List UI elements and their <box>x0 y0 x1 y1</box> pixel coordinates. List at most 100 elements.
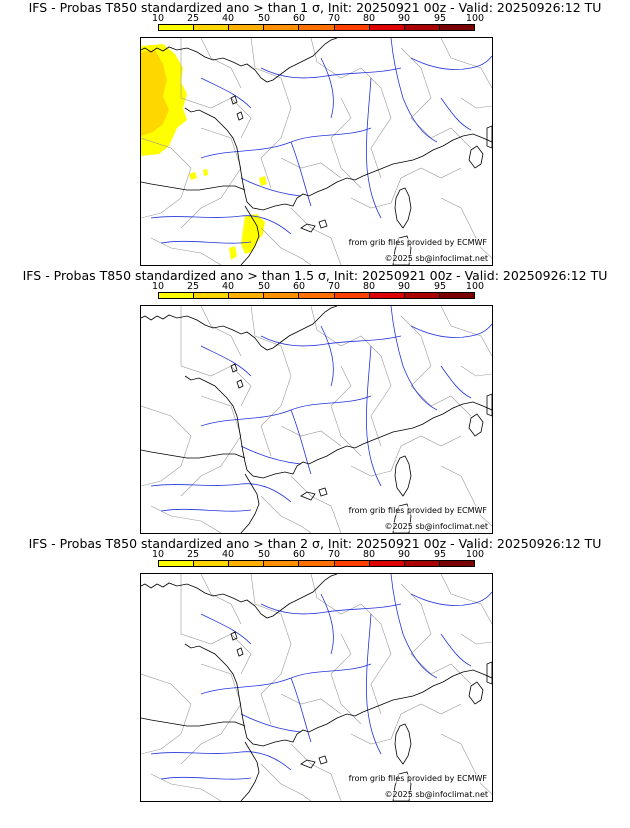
river <box>366 77 382 219</box>
probability-area <box>189 169 208 180</box>
copyright-credit: ©2025 sb@infoclimat.net <box>384 522 488 531</box>
admin-border <box>440 197 492 259</box>
admin-border <box>460 97 492 109</box>
admin-border <box>280 425 342 447</box>
coastline <box>141 574 492 801</box>
data-source-credit: from grib files provided by ECMWF <box>348 238 487 247</box>
probability-area <box>229 246 237 260</box>
river <box>200 395 372 427</box>
river <box>160 776 252 780</box>
colorbar-tick-label: 100 <box>465 13 485 24</box>
coastline-corsica <box>394 187 412 229</box>
coastlines <box>141 306 492 533</box>
colorbar-segment <box>299 25 335 30</box>
river <box>440 365 472 399</box>
river <box>290 141 312 207</box>
coastline-islands <box>230 631 492 769</box>
colorbar <box>158 292 475 299</box>
colorbar-tick-label: 95 <box>433 13 447 24</box>
colorbar-tick-label: 100 <box>465 281 485 292</box>
colorbar-tick-label: 25 <box>186 13 200 24</box>
coastline-corsica <box>394 723 412 765</box>
admin-border <box>141 137 192 219</box>
river <box>160 508 252 512</box>
colorbar-segment <box>299 561 335 566</box>
colorbar-tick-label: 50 <box>257 13 271 24</box>
admin-border <box>440 306 492 357</box>
river <box>320 593 334 655</box>
admin-border <box>350 703 462 745</box>
colorbar-segment <box>404 25 440 30</box>
admin-border <box>180 127 242 229</box>
colorbar-tick-label: 80 <box>362 549 376 560</box>
map-canvas <box>141 306 492 533</box>
admin-border <box>440 38 492 89</box>
admin-borders <box>141 306 492 533</box>
admin-border <box>310 38 392 179</box>
colorbar-tick-label: 60 <box>292 281 306 292</box>
colorbar-segment <box>159 25 195 30</box>
panel-title: IFS - Probas T850 standardized ano > tha… <box>22 268 608 283</box>
admin-border <box>290 207 342 265</box>
river <box>240 445 302 465</box>
colorbar-segment <box>439 293 474 298</box>
river <box>290 409 312 475</box>
admin-border <box>350 435 462 477</box>
colorbar-tick-label: 80 <box>362 13 376 24</box>
admin-border <box>440 574 492 625</box>
colorbar <box>158 24 475 31</box>
coastline <box>141 38 492 265</box>
admin-border <box>200 38 242 89</box>
river <box>390 306 438 411</box>
admin-border <box>400 315 472 417</box>
panel-title: IFS - Probas T850 standardized ano > tha… <box>28 536 602 551</box>
river <box>240 177 302 197</box>
river <box>366 613 382 755</box>
colorbar-tick-label: 40 <box>221 549 235 560</box>
colorbar-segment <box>299 293 335 298</box>
colorbar-tick-label: 80 <box>362 281 376 292</box>
admin-border <box>141 405 192 487</box>
coastline-sardinia <box>392 503 412 533</box>
colorbar-tick-label: 95 <box>433 281 447 292</box>
map-frame: from grib files provided by ECMWF ©2025 s… <box>140 573 493 802</box>
map-frame: from grib files provided by ECMWF ©2025 s… <box>140 305 493 534</box>
colorbar-segment <box>229 293 265 298</box>
colorbar-segment <box>334 25 370 30</box>
colorbar-segment <box>334 561 370 566</box>
probability-area <box>259 176 267 186</box>
river <box>260 335 402 347</box>
coastline-sardinia <box>392 771 412 801</box>
map-canvas <box>141 574 492 801</box>
river <box>260 603 402 615</box>
river <box>160 240 252 244</box>
colorbar-segment <box>369 293 405 298</box>
colorbar-segment <box>159 561 195 566</box>
river <box>366 345 382 487</box>
colorbar-segment <box>439 25 474 30</box>
admin-border <box>330 365 362 457</box>
colorbar-tick-label: 10 <box>151 549 165 560</box>
admin-border <box>180 306 252 407</box>
colorbar-segment <box>264 561 300 566</box>
colorbar-segment <box>159 293 195 298</box>
rivers <box>150 574 492 780</box>
colorbar-tick-label: 25 <box>186 549 200 560</box>
coastline-islands <box>230 363 492 501</box>
river <box>200 613 252 645</box>
admin-border <box>350 167 462 209</box>
admin-border <box>290 475 342 533</box>
colorbar-segment <box>439 561 474 566</box>
admin-border <box>440 465 492 527</box>
data-source-credit: from grib files provided by ECMWF <box>348 506 487 515</box>
river <box>320 325 334 387</box>
panel-title: IFS - Probas T850 standardized ano > tha… <box>28 0 602 15</box>
colorbar-tick-label: 90 <box>397 549 411 560</box>
admin-borders <box>141 38 492 265</box>
river <box>410 591 492 606</box>
data-source-credit: from grib files provided by ECMWF <box>348 774 487 783</box>
admin-border <box>250 574 292 725</box>
probability-shading <box>141 44 267 260</box>
admin-border <box>330 633 362 725</box>
colorbar-segment <box>194 25 230 30</box>
